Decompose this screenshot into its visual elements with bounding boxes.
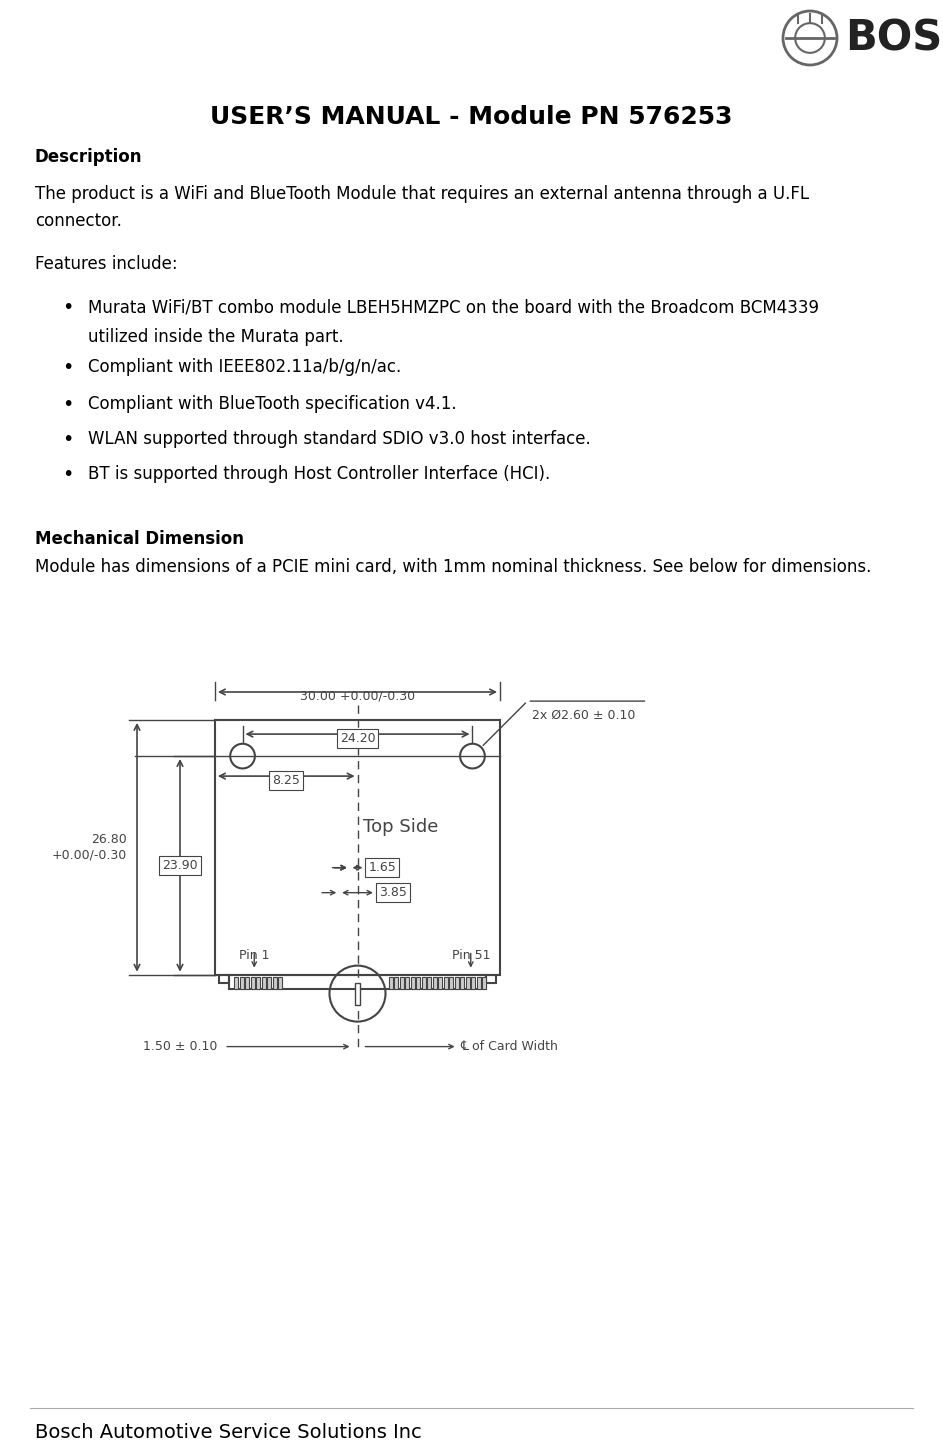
Text: Module has dimensions of a PCIE mini card, with 1mm nominal thickness. See below: Module has dimensions of a PCIE mini car… — [35, 558, 871, 576]
Text: •: • — [62, 394, 74, 415]
Text: Description: Description — [35, 148, 142, 165]
Bar — [486, 974, 496, 983]
Bar — [400, 977, 404, 989]
Bar — [482, 977, 486, 989]
Bar — [389, 977, 392, 989]
Bar — [433, 977, 437, 989]
Bar — [476, 977, 481, 989]
Text: Compliant with IEEE802.11a/b/g/n/ac.: Compliant with IEEE802.11a/b/g/n/ac. — [88, 358, 402, 376]
Bar — [267, 977, 272, 989]
Text: connector.: connector. — [35, 212, 122, 231]
Text: utilized inside the Murata part.: utilized inside the Murata part. — [88, 328, 343, 347]
Bar — [229, 974, 486, 989]
Bar — [466, 977, 470, 989]
Text: Compliant with BlueTooth specification v4.1.: Compliant with BlueTooth specification v… — [88, 394, 456, 413]
Text: Pin 1: Pin 1 — [239, 948, 270, 961]
Text: BOSCH: BOSCH — [845, 17, 943, 59]
Bar — [416, 977, 420, 989]
Bar — [460, 977, 464, 989]
Bar — [240, 977, 243, 989]
Text: 2x Ø2.60 ± 0.10: 2x Ø2.60 ± 0.10 — [533, 709, 636, 722]
Bar — [405, 977, 409, 989]
Text: Murata WiFi/BT combo module LBEH5HMZPC on the board with the Broadcom BCM4339: Murata WiFi/BT combo module LBEH5HMZPC o… — [88, 299, 819, 316]
Bar — [438, 977, 442, 989]
Bar — [455, 977, 458, 989]
Bar — [355, 983, 360, 1005]
Text: •: • — [62, 465, 74, 484]
Text: •: • — [62, 358, 74, 377]
Text: Mechanical Dimension: Mechanical Dimension — [35, 531, 244, 548]
Bar — [273, 977, 276, 989]
Text: ℄ of Card Width: ℄ of Card Width — [460, 1040, 558, 1053]
Text: Bosch Automotive Service Solutions Inc: Bosch Automotive Service Solutions Inc — [35, 1422, 422, 1441]
Text: •: • — [62, 299, 74, 318]
Bar — [471, 977, 475, 989]
Text: 8.25: 8.25 — [273, 774, 300, 787]
Text: BT is supported through Host Controller Interface (HCI).: BT is supported through Host Controller … — [88, 465, 551, 483]
Text: 3.85: 3.85 — [379, 886, 406, 899]
Text: 30.00 +0.00/-0.30: 30.00 +0.00/-0.30 — [300, 689, 415, 702]
Bar — [410, 977, 415, 989]
Text: Pin 51: Pin 51 — [452, 948, 490, 961]
Bar — [215, 721, 500, 974]
Bar — [394, 977, 398, 989]
Bar — [220, 974, 229, 983]
Text: •: • — [62, 431, 74, 450]
Text: 1.65: 1.65 — [369, 861, 396, 874]
Bar — [422, 977, 425, 989]
Bar — [234, 977, 239, 989]
Text: Features include:: Features include: — [35, 255, 177, 273]
Text: 24.20: 24.20 — [339, 732, 375, 745]
Bar — [427, 977, 431, 989]
Text: 23.90: 23.90 — [162, 858, 198, 871]
Text: Top Side: Top Side — [362, 818, 438, 837]
Text: The product is a WiFi and BlueTooth Module that requires an external antenna thr: The product is a WiFi and BlueTooth Modu… — [35, 186, 809, 203]
Bar — [256, 977, 260, 989]
Bar — [443, 977, 448, 989]
Bar — [278, 977, 282, 989]
Text: 1.50 ± 0.10: 1.50 ± 0.10 — [143, 1040, 217, 1053]
Text: USER’S MANUAL - Module PN 576253: USER’S MANUAL - Module PN 576253 — [209, 104, 733, 129]
Bar — [449, 977, 453, 989]
Bar — [245, 977, 249, 989]
Bar — [262, 977, 266, 989]
Bar — [251, 977, 255, 989]
Text: WLAN supported through standard SDIO v3.0 host interface.: WLAN supported through standard SDIO v3.… — [88, 431, 590, 448]
Text: 26.80
+0.00/-0.30: 26.80 +0.00/-0.30 — [52, 832, 127, 861]
